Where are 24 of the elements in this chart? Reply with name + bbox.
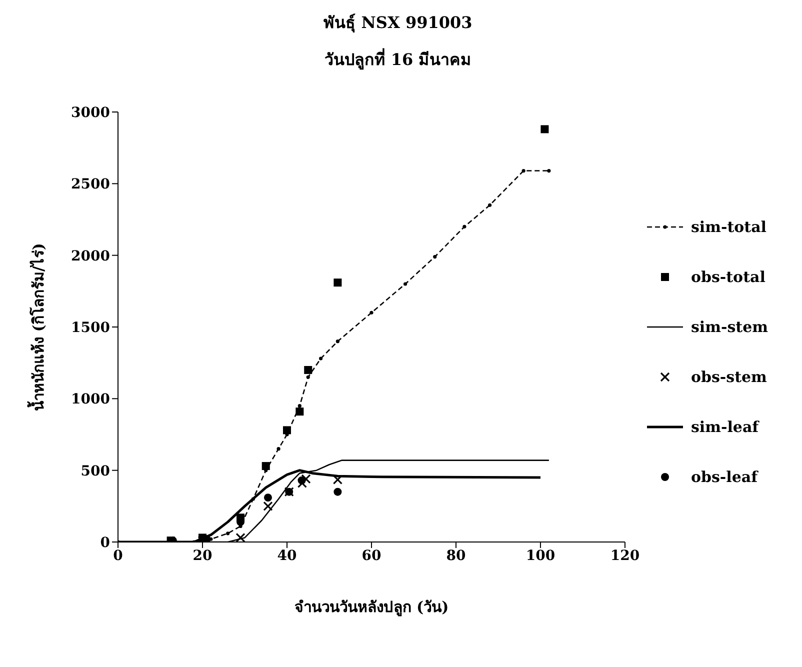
- x-tick-label: 0: [113, 548, 124, 564]
- chart-subtitle: วันปลูกที่ 16 มีนาคม: [323, 47, 473, 72]
- y-tick-label: 2500: [71, 176, 110, 193]
- x-tick-label: 60: [362, 548, 382, 564]
- y-tick-label: 0: [100, 534, 110, 551]
- x-tick-label: 40: [277, 548, 297, 564]
- chart-title: พันธุ์ NSX 991003: [322, 12, 474, 34]
- legend-label: obs-leaf: [690, 468, 758, 486]
- y-tick-label: 2000: [71, 248, 110, 264]
- y-axis-title: น้ำหนักแห้ง (กิโลกรัม/ไร่): [26, 243, 48, 411]
- x-axis-title: จำนวนวันหลังปลูก (วัน): [294, 598, 449, 617]
- x-tick-label: 120: [610, 548, 640, 564]
- y-tick-label: 1000: [71, 392, 110, 408]
- legend-label: obs-stem: [690, 368, 767, 386]
- legend-label: sim-stem: [690, 318, 768, 336]
- x-tick-label: 20: [192, 548, 212, 564]
- legend-label: sim-leaf: [690, 418, 759, 436]
- y-tick-label: 500: [80, 463, 110, 480]
- y-tick-label: 1500: [71, 320, 110, 336]
- x-tick-label: 100: [526, 548, 556, 564]
- y-tick-label: 3000: [71, 104, 110, 121]
- x-tick-label: 80: [446, 548, 466, 564]
- legend-label: obs-total: [690, 268, 766, 286]
- legend-label: sim-total: [690, 218, 766, 236]
